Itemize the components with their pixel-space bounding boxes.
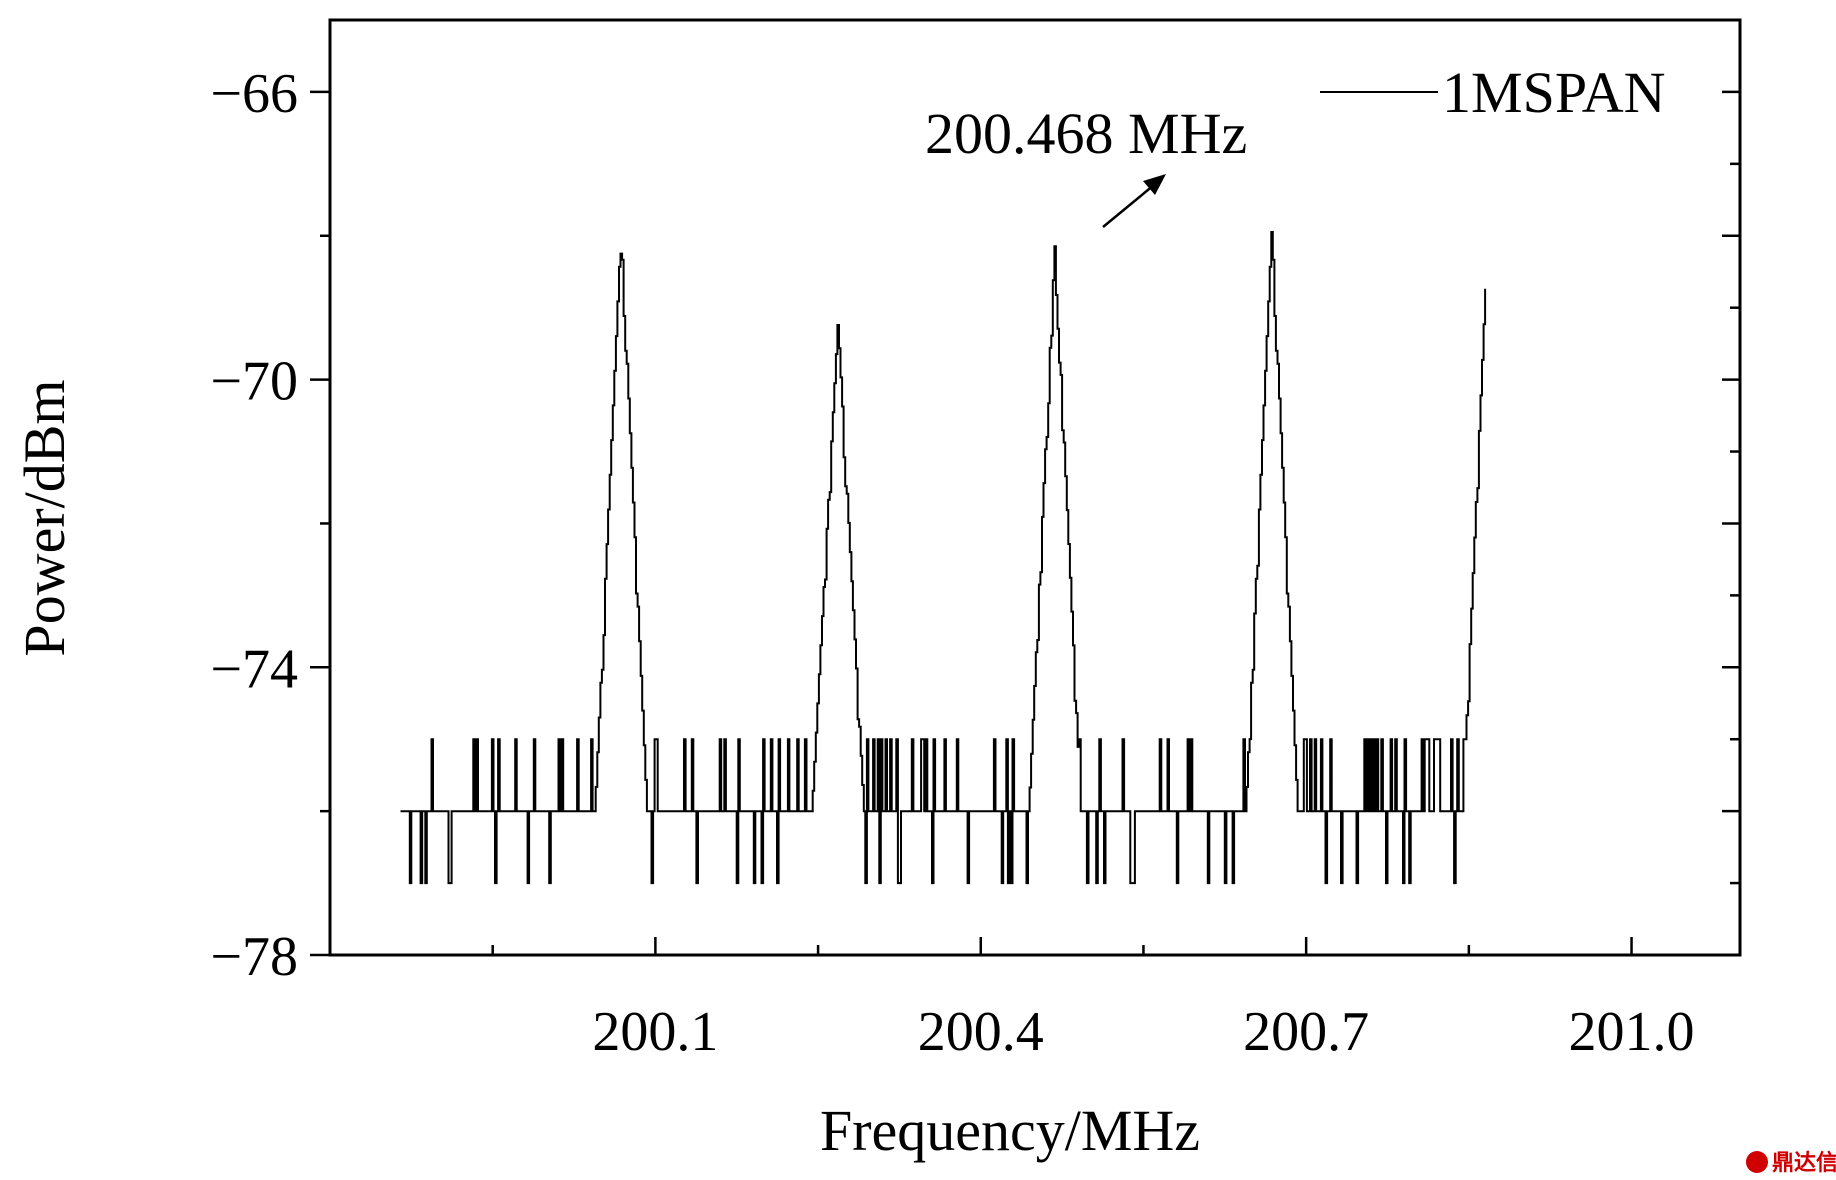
plot-frame: [328, 18, 1742, 957]
annotation-arrow-head: [1143, 174, 1166, 195]
y-axis-ticks: [310, 90, 1740, 957]
x-tick-label: 200.7: [1243, 1001, 1369, 1063]
watermark: 鼎达信: [1746, 1150, 1836, 1176]
x-tick-label: 200.4: [918, 1001, 1044, 1063]
x-tick-label: 201.0: [1569, 1001, 1695, 1063]
x-axis-tick-labels: 200.1 200.4 200.7 201.0: [592, 1001, 1694, 1063]
y-tick-label: −74: [210, 638, 298, 700]
y-tick-label: −66: [210, 63, 298, 125]
series-line-1mspan: [400, 231, 1487, 885]
peak-annotation-label: 200.468 MHz: [925, 101, 1247, 166]
y-axis-tick-labels: −78 −74 −70 −66: [210, 63, 298, 988]
x-tick-label: 200.1: [592, 1001, 718, 1063]
x-axis-title: Frequency/MHz: [820, 1098, 1200, 1163]
watermark-text: 鼎达信: [1772, 1150, 1836, 1176]
y-tick-label: −70: [210, 351, 298, 413]
legend-label-1mspan: 1MSPAN: [1442, 60, 1666, 125]
series-group: [400, 231, 1487, 885]
y-axis-title: Power/dBm: [12, 379, 77, 656]
y-tick-label: −78: [210, 926, 298, 988]
x-axis-ticks: [491, 937, 1633, 955]
watermark-logo-icon: [1746, 1151, 1768, 1173]
